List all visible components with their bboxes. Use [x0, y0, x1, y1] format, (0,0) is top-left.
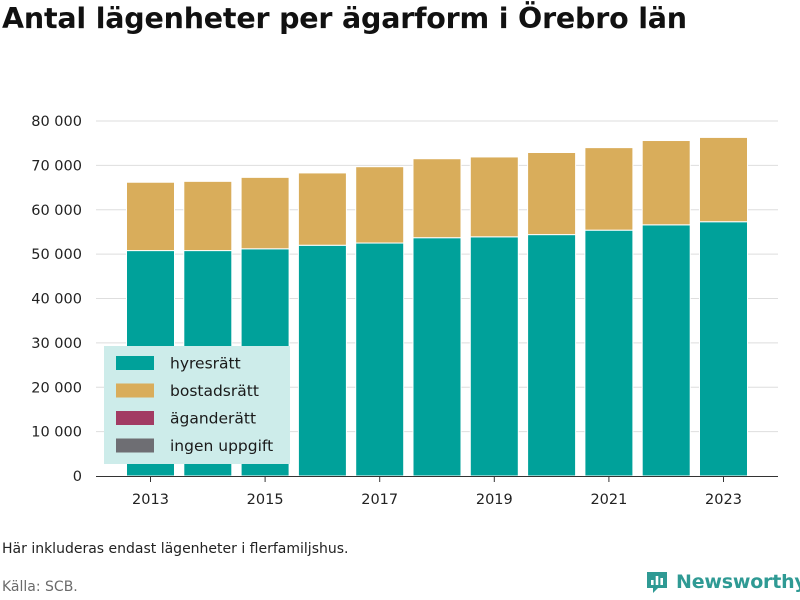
legend-swatch	[116, 411, 154, 425]
x-tick-label: 2023	[705, 492, 742, 508]
brand-name: Newsworthy	[676, 571, 800, 593]
legend-swatch	[116, 383, 154, 398]
bar-segment	[355, 242, 405, 477]
chart-title: Antal lägenheter per ägarform i Örebro l…	[2, 2, 687, 35]
legend-label: hyresrätt	[170, 355, 241, 373]
stacked-bar-chart: 0 10 000 20 000 30 000 40 000 50 000 60 000 70 …	[31, 114, 778, 508]
bar-segment	[584, 229, 634, 477]
y-tick-label: 60 000	[31, 203, 82, 219]
bar-segment	[527, 234, 577, 477]
y-tick-label: 20 000	[31, 380, 82, 396]
newsworthy-logo-icon	[647, 572, 667, 593]
y-tick-label: 40 000	[31, 292, 82, 308]
x-tick-label: 2017	[361, 492, 398, 508]
x-tick-label: 2021	[590, 492, 627, 508]
brand-logo[interactable]: Newsworthy	[644, 569, 800, 595]
x-tick-label: 2015	[247, 492, 284, 508]
y-tick-label: 70 000	[31, 158, 82, 174]
y-tick-label: 10 000	[31, 425, 82, 441]
y-tick-label: 80 000	[31, 114, 82, 130]
x-tick-label: 2013	[132, 492, 169, 508]
bar-segment	[126, 181, 175, 252]
y-axis-tick-labels: 0 10 000 20 000 30 000 40 000 50 000 60 000 70 …	[31, 114, 82, 485]
bar-segment	[297, 172, 347, 246]
source-note: Källa: SCB.	[2, 579, 78, 595]
legend-label: bostadsrätt	[170, 382, 259, 400]
legend: hyresrätt bostadsrätt äganderätt ingen uppg…	[104, 346, 290, 464]
legend-label: äganderätt	[170, 410, 256, 428]
legend-swatch	[116, 356, 154, 370]
footnote: Här inkluderas endast lägenheter i flerf…	[2, 541, 349, 557]
x-axis: 2013 2015 2017 2019 2021 2023	[96, 476, 778, 508]
legend-swatch	[116, 438, 154, 453]
legend-label: ingen uppgift	[170, 437, 273, 455]
bar-segment	[240, 176, 290, 250]
y-tick-label: 0	[73, 469, 82, 485]
y-tick-label: 30 000	[31, 336, 82, 352]
bar-segment	[527, 152, 577, 236]
bar-segment	[183, 180, 233, 252]
bar-segment	[355, 166, 405, 244]
bar-segment	[469, 236, 519, 477]
bar-segment	[412, 237, 462, 477]
bar-segment	[641, 224, 691, 477]
y-tick-label: 50 000	[31, 247, 82, 263]
bar-segment	[699, 221, 748, 477]
x-tick-label: 2019	[476, 492, 513, 508]
bar-segment	[641, 140, 691, 226]
bar-segment	[469, 156, 519, 238]
bar-segment	[297, 244, 347, 477]
bar-segment	[699, 136, 748, 223]
bar-segment	[584, 147, 634, 231]
bar-segment	[412, 158, 462, 239]
